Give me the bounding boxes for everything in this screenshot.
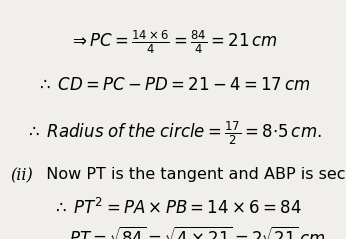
Text: $\therefore\; PT^{2} = PA \times PB = 14 \times 6 = 84$: $\therefore\; PT^{2} = PA \times PB = 14… — [52, 198, 301, 218]
Text: $\therefore\; CD = PC - PD = 21 - 4 = 17\,cm$: $\therefore\; CD = PC - PD = 21 - 4 = 17… — [36, 76, 310, 94]
Text: (ii): (ii) — [10, 167, 33, 184]
Text: $\Rightarrow PC = \frac{14 \times 6}{4} = \frac{84}{4} = 21\,cm$: $\Rightarrow PC = \frac{14 \times 6}{4} … — [69, 29, 277, 56]
Text: $PT = \sqrt{84} = \sqrt{4 \times 21} = 2\sqrt{21}\,cm$: $PT = \sqrt{84} = \sqrt{4 \times 21} = 2… — [69, 227, 326, 239]
Text: $\therefore\; Radius\; of\; the\; circle = \frac{17}{2} = 8{\cdot}5\,cm.$: $\therefore\; Radius\; of\; the\; circle… — [25, 120, 321, 147]
Text: Now PT is the tangent and ABP is secant.: Now PT is the tangent and ABP is secant. — [36, 167, 346, 182]
